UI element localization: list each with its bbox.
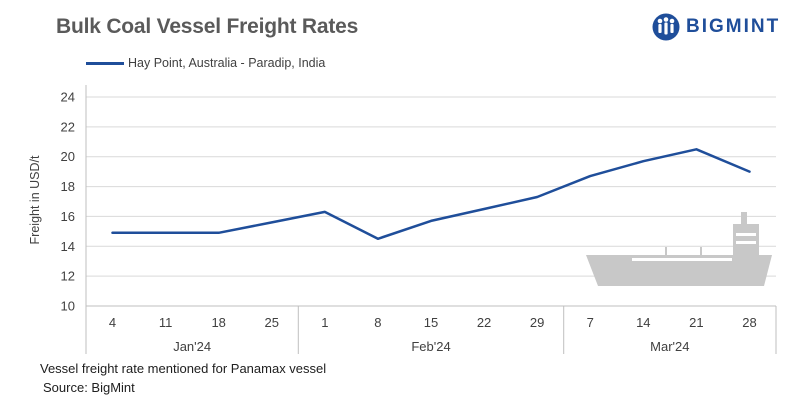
x-tick-label: 28 xyxy=(742,315,756,330)
y-tick-label: 20 xyxy=(61,149,75,164)
y-tick-label: 12 xyxy=(61,269,75,284)
month-group-label: Mar'24 xyxy=(650,339,689,354)
y-tick-label: 18 xyxy=(61,179,75,194)
logo-text: BIGMINT xyxy=(686,16,781,37)
x-tick-label: 11 xyxy=(159,315,173,330)
x-tick-label: 15 xyxy=(424,315,438,330)
month-group-label: Feb'24 xyxy=(411,339,450,354)
footnote: Vessel freight rate mentioned for Panama… xyxy=(40,361,327,376)
y-tick-label: 10 xyxy=(61,299,75,314)
x-tick-label: 25 xyxy=(265,315,279,330)
series-line xyxy=(111,148,751,241)
x-tick-label: 22 xyxy=(477,315,491,330)
y-tick-label: 22 xyxy=(61,119,75,134)
source-note: Source: BigMint xyxy=(43,380,135,395)
chart-legend: Hay Point, Australia - Paradip, India xyxy=(86,56,325,70)
bigmint-logo-icon xyxy=(652,13,680,41)
x-tick-label: 7 xyxy=(587,315,594,330)
ship-icon xyxy=(586,212,772,286)
legend-swatch xyxy=(86,61,124,65)
brand-logo: BIGMINT xyxy=(652,12,780,42)
x-tick-label: 21 xyxy=(689,315,703,330)
x-tick-label: 1 xyxy=(321,315,328,330)
y-tick-label: 16 xyxy=(61,209,75,224)
legend-label: Hay Point, Australia - Paradip, India xyxy=(128,56,326,70)
x-tick-label: 14 xyxy=(636,315,650,330)
y-tick-label: 14 xyxy=(61,239,75,254)
x-tick-label: 29 xyxy=(530,315,544,330)
y-tick-label: 24 xyxy=(61,90,75,105)
x-tick-label: 18 xyxy=(211,315,225,330)
x-tick-label: 4 xyxy=(109,315,116,330)
chart-title: Bulk Coal Vessel Freight Rates xyxy=(56,15,359,38)
x-tick-label: 8 xyxy=(374,315,381,330)
month-group-label: Jan'24 xyxy=(173,339,211,354)
